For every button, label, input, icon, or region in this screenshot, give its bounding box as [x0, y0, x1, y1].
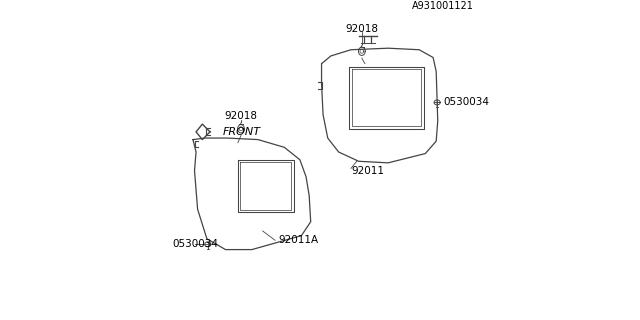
Text: 0530034: 0530034: [173, 239, 219, 249]
Text: 0530034: 0530034: [444, 97, 490, 108]
Text: FRONT: FRONT: [222, 127, 260, 137]
Text: 92018: 92018: [225, 111, 257, 121]
Text: 92018: 92018: [346, 24, 378, 34]
Text: A931001121: A931001121: [412, 1, 474, 11]
Text: 92011: 92011: [351, 165, 384, 176]
Text: 92011A: 92011A: [278, 235, 318, 245]
